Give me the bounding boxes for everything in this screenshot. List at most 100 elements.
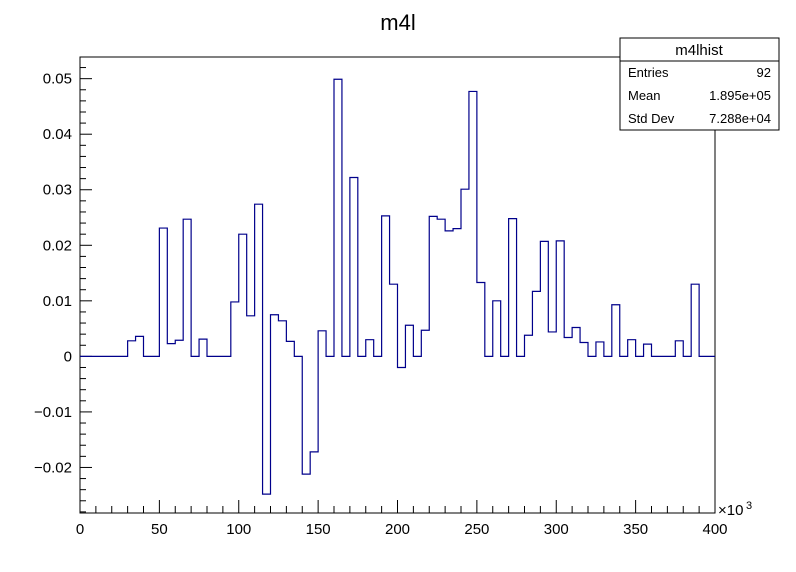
- histogram-bin: [96, 356, 104, 357]
- histogram-bin: [231, 302, 239, 356]
- histogram-bin: [207, 356, 215, 357]
- stats-entries-label: Entries: [628, 65, 669, 80]
- y-tick-label: 0.01: [43, 293, 72, 310]
- histogram-bin: [199, 339, 207, 356]
- histogram-bin: [525, 335, 533, 356]
- histogram-bin: [136, 336, 144, 356]
- histogram-bin: [366, 340, 374, 357]
- histogram-bin: [540, 241, 548, 356]
- histogram-bin: [326, 356, 334, 357]
- y-tick-label: 0.02: [43, 237, 72, 254]
- histogram-bin: [350, 178, 358, 357]
- histogram-bin: [278, 321, 286, 357]
- histogram-bin: [151, 356, 159, 357]
- histogram-bin: [413, 356, 421, 357]
- histogram-bin: [104, 356, 112, 357]
- histogram-bin: [699, 356, 707, 357]
- x-axis-multiplier: ×10 3: [718, 500, 752, 519]
- histogram-bin: [667, 356, 675, 357]
- histogram-bin: [255, 204, 263, 356]
- histogram-bin: [239, 234, 247, 356]
- histogram-bin: [485, 356, 493, 357]
- histogram-bin: [675, 341, 683, 357]
- histogram-bin: [271, 315, 279, 357]
- histogram-bin: [144, 356, 152, 357]
- histogram-bin: [445, 231, 453, 357]
- histogram-bin: [80, 356, 88, 357]
- histogram-bin: [691, 284, 699, 356]
- histogram-bin: [517, 356, 525, 357]
- x-multiplier-exponent: 3: [746, 500, 752, 512]
- histogram-bin: [572, 327, 580, 356]
- histogram-bin: [302, 356, 310, 474]
- y-axis: −0.02 −0.01 0 0.01 0.02 0.03 0.04 0.05: [34, 67, 92, 513]
- x-multiplier-base: ×10: [718, 502, 743, 519]
- x-axis: 0 50 100 150 200 250 300 350 400: [76, 500, 728, 538]
- histogram-bin: [247, 316, 255, 357]
- histogram-bin: [382, 216, 390, 357]
- x-tick-label: 300: [544, 521, 569, 538]
- histogram-bin: [421, 330, 429, 356]
- histogram-bin: [215, 356, 223, 357]
- x-tick-label: 100: [226, 521, 251, 538]
- histogram-bin: [683, 356, 691, 357]
- histogram-bin: [501, 356, 509, 357]
- histogram-bin: [128, 341, 136, 357]
- stats-entries-value: 92: [757, 65, 771, 80]
- histogram-bin: [294, 356, 302, 357]
- histogram-bin: [286, 341, 294, 356]
- histogram-bin: [604, 356, 612, 357]
- histogram-bin: [477, 283, 485, 357]
- histogram-bin: [342, 356, 350, 357]
- histogram-bin: [167, 344, 175, 357]
- histogram-bin: [437, 219, 445, 356]
- histogram-bin: [659, 356, 667, 357]
- histogram-bin: [175, 340, 183, 356]
- histogram-bin: [390, 284, 398, 356]
- histogram-bin: [644, 344, 652, 356]
- histogram-bin: [636, 356, 644, 357]
- histogram-bin: [374, 356, 382, 357]
- histogram-bin: [88, 356, 96, 357]
- histogram-bin: [469, 91, 477, 356]
- histogram-bin: [620, 356, 628, 357]
- histogram-bin: [707, 356, 715, 357]
- histogram-bin: [358, 356, 366, 357]
- histogram-bin: [334, 79, 342, 356]
- histogram-bin: [628, 340, 636, 357]
- histogram-bin: [612, 305, 620, 357]
- y-tick-label: −0.02: [34, 459, 72, 476]
- histogram-bin: [509, 219, 517, 357]
- stats-mean-label: Mean: [628, 88, 661, 103]
- histogram-bin: [493, 301, 501, 357]
- histogram-bin: [159, 228, 167, 356]
- histogram-bin: [652, 356, 660, 357]
- y-tick-label: −0.01: [34, 404, 72, 421]
- histogram-bin: [596, 342, 604, 356]
- stats-stddev-label: Std Dev: [628, 111, 675, 126]
- stats-box-title: m4lhist: [675, 42, 723, 59]
- stats-box: m4lhist Entries 92 Mean 1.895e+05 Std De…: [619, 37, 780, 131]
- x-tick-label: 150: [306, 521, 331, 538]
- x-tick-label: 0: [76, 521, 84, 538]
- histogram-bin: [120, 356, 128, 357]
- histogram-bin: [183, 219, 191, 356]
- histogram-bin: [112, 356, 120, 357]
- x-tick-label: 200: [385, 521, 410, 538]
- histogram-bin: [556, 241, 564, 357]
- histogram-bin: [405, 325, 413, 356]
- histogram-bin: [310, 356, 318, 452]
- y-tick-label: 0.03: [43, 182, 72, 199]
- y-tick-label: 0: [64, 348, 72, 365]
- histogram-bin: [398, 356, 406, 367]
- x-tick-label: 50: [151, 521, 168, 538]
- histogram-bins: [80, 78, 715, 495]
- histogram-bin: [318, 331, 326, 357]
- histogram-bin: [532, 291, 540, 356]
- histogram-bin: [548, 332, 556, 356]
- histogram-bin: [461, 189, 469, 356]
- histogram-bin: [580, 342, 588, 356]
- histogram-bin: [453, 229, 461, 357]
